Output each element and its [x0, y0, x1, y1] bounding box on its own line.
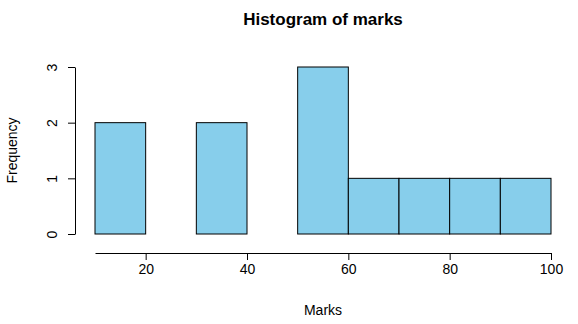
tick-mark	[450, 253, 451, 260]
tick: 100	[540, 253, 564, 277]
bar	[500, 178, 551, 234]
y-axis: 0 1 2 3	[44, 63, 76, 238]
tick: 40	[240, 253, 256, 277]
tick-mark	[348, 253, 349, 260]
bar	[146, 234, 197, 235]
bar	[247, 234, 298, 235]
axis-line	[96, 253, 552, 254]
bar	[399, 178, 450, 234]
tick-label: 100	[540, 261, 564, 277]
tick-label: 1	[44, 175, 60, 183]
bar	[95, 123, 146, 234]
bar	[348, 178, 399, 234]
tick-mark	[68, 67, 75, 68]
tick: 20	[138, 253, 154, 277]
tick-mark	[551, 253, 552, 260]
tick-mark	[68, 178, 75, 179]
tick-mark	[247, 253, 248, 260]
tick-label: 0	[44, 230, 60, 238]
title: Histogram of marks	[243, 10, 403, 29]
tick-label: 20	[138, 261, 154, 277]
tick-label: 80	[442, 261, 458, 277]
x-axis: 20 40 60 80 100	[96, 253, 564, 277]
tick: 60	[341, 253, 357, 277]
tick: 3	[44, 63, 75, 71]
tick-label: 3	[44, 63, 60, 71]
y-axis-title: Frequency	[4, 117, 20, 183]
tick: 1	[44, 175, 75, 183]
tick: 2	[44, 119, 75, 127]
bar	[450, 178, 501, 234]
bars	[95, 67, 551, 234]
axis-line	[75, 68, 76, 235]
tick-mark	[68, 234, 75, 235]
x-axis-title: Marks	[304, 302, 342, 318]
tick-label: 60	[341, 261, 357, 277]
tick: 80	[442, 253, 458, 277]
chart: 20 40 60 80 100 0 1 2 3 Histogram of marks Marks Fr…	[0, 0, 578, 324]
tick-mark	[146, 253, 147, 260]
tick-mark	[68, 123, 75, 124]
tick-label: 2	[44, 119, 60, 127]
bar	[196, 123, 247, 234]
tick-label: 40	[240, 261, 256, 277]
tick: 0	[44, 230, 75, 238]
bar	[298, 67, 349, 234]
